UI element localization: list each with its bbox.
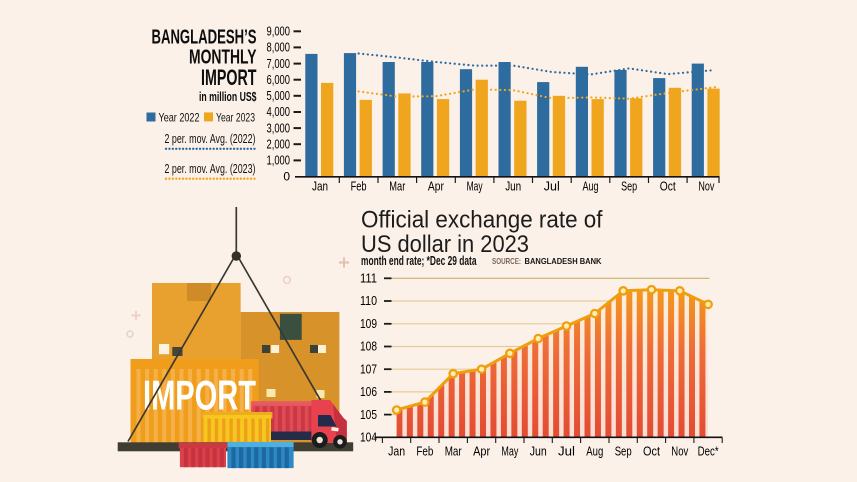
- svg-text:Nov: Nov: [671, 444, 688, 459]
- svg-text:5,000: 5,000: [267, 88, 291, 103]
- svg-text:8,000: 8,000: [267, 40, 291, 55]
- svg-text:6,000: 6,000: [267, 72, 291, 87]
- svg-text:Year 2022: Year 2022: [159, 111, 200, 125]
- svg-text:in million US$: in million US$: [199, 89, 257, 104]
- svg-text:108: 108: [360, 339, 377, 354]
- svg-text:IMPORT: IMPORT: [201, 65, 257, 90]
- svg-text:Official exchange rate of: Official exchange rate of: [361, 207, 603, 234]
- svg-text:Jun: Jun: [530, 444, 547, 459]
- svg-text:Feb: Feb: [416, 444, 433, 459]
- svg-text:Mar: Mar: [445, 444, 463, 459]
- svg-text:2 per. mov. Avg. (2022): 2 per. mov. Avg. (2022): [165, 132, 256, 146]
- svg-text:BANGLADESH’S: BANGLADESH’S: [152, 27, 257, 49]
- svg-text:1,000: 1,000: [267, 153, 291, 168]
- svg-text:0: 0: [283, 170, 290, 184]
- svg-text:104: 104: [360, 430, 377, 445]
- svg-text:2 per. mov. Avg. (2023): 2 per. mov. Avg. (2023): [165, 162, 256, 176]
- svg-text:107: 107: [360, 361, 377, 376]
- svg-text:Nov: Nov: [698, 179, 714, 194]
- svg-text:Year 2023: Year 2023: [216, 111, 255, 125]
- svg-text:3,000: 3,000: [267, 120, 291, 135]
- svg-text:Feb: Feb: [351, 179, 367, 194]
- svg-text:Apr: Apr: [428, 179, 445, 194]
- svg-text:Jul: Jul: [544, 179, 560, 194]
- svg-text:Jan: Jan: [388, 444, 405, 459]
- svg-text:month end rate; *Dec 29 data: month end rate; *Dec 29 data: [361, 254, 477, 268]
- svg-text:Oct: Oct: [643, 444, 660, 459]
- svg-text:Sep: Sep: [621, 179, 637, 194]
- svg-text:SOURCE:: SOURCE:: [492, 256, 521, 266]
- svg-text:109: 109: [360, 316, 377, 331]
- svg-text:9,000: 9,000: [267, 24, 291, 39]
- svg-text:110: 110: [360, 293, 377, 308]
- svg-text:Sep: Sep: [615, 444, 632, 459]
- svg-text:Oct: Oct: [660, 179, 676, 194]
- svg-text:Jan: Jan: [312, 179, 328, 194]
- svg-text:106: 106: [360, 384, 377, 399]
- svg-text:BANGLADESH BANK: BANGLADESH BANK: [525, 256, 603, 266]
- svg-text:IMPORT: IMPORT: [143, 372, 256, 419]
- svg-text:US dollar in 2023: US dollar in 2023: [361, 231, 529, 258]
- svg-text:MONTHLY: MONTHLY: [189, 46, 257, 68]
- svg-text:Aug: Aug: [583, 179, 599, 194]
- svg-text:Dec*: Dec*: [698, 444, 719, 459]
- svg-text:Mar: Mar: [389, 179, 406, 194]
- svg-text:May: May: [467, 179, 483, 194]
- svg-text:Jul: Jul: [558, 444, 575, 459]
- svg-text:Apr: Apr: [473, 444, 491, 459]
- svg-text:2,000: 2,000: [267, 136, 291, 151]
- svg-text:May: May: [501, 444, 518, 459]
- svg-text:Jun: Jun: [505, 179, 521, 194]
- svg-text:111: 111: [360, 271, 377, 286]
- svg-text:7,000: 7,000: [267, 56, 291, 71]
- svg-text:Aug: Aug: [586, 444, 603, 459]
- svg-text:4,000: 4,000: [267, 104, 291, 119]
- svg-text:105: 105: [360, 407, 377, 422]
